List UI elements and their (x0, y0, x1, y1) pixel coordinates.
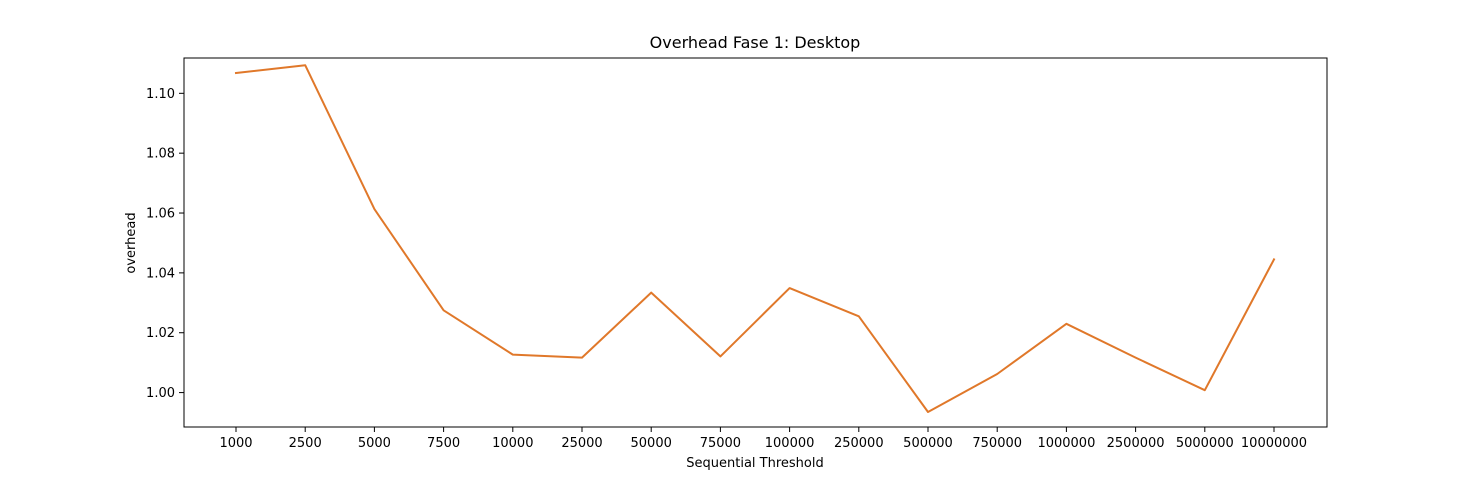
plot-background (184, 58, 1327, 427)
series-line (234, 64, 1276, 413)
chart-title: Overhead Fase 1: Desktop (650, 33, 861, 52)
x-tick-label: 25000 (561, 436, 602, 451)
x-tick-label: 2500 (289, 436, 322, 451)
y-tick-label: 1.10 (146, 87, 175, 102)
x-axis-label: Sequential Threshold (686, 456, 823, 471)
x-tick-label: 2500000 (1107, 436, 1165, 451)
x-tick-label: 750000 (972, 436, 1022, 451)
x-tick-label: 5000000 (1176, 436, 1234, 451)
x-tick-label: 7500 (427, 436, 460, 451)
y-tick-label: 1.04 (146, 266, 175, 281)
x-tick-label: 5000 (358, 436, 391, 451)
series-layer (234, 64, 1276, 413)
plot-frame (183, 57, 1328, 428)
x-tick-label: 1000000 (1037, 436, 1095, 451)
x-axis: 1000 2500 5000 7500 10000 25000 50000 75000 1000… (219, 427, 1307, 451)
x-tick-label: 100000 (765, 436, 815, 451)
y-tick-label: 1.06 (146, 207, 175, 222)
x-tick-label: 500000 (903, 436, 953, 451)
x-tick-label: 250000 (834, 436, 884, 451)
y-tick-label: 1.00 (146, 386, 175, 401)
y-tick-label: 1.02 (146, 326, 175, 341)
y-axis: 1.00 1.02 1.04 1.06 1.08 1.10 (146, 87, 184, 401)
x-tick-label: 50000 (631, 436, 672, 451)
x-tick-label: 75000 (700, 436, 741, 451)
plot-area (183, 57, 1328, 428)
x-tick-label: 10000000 (1241, 436, 1307, 451)
x-tick-label: 1000 (219, 436, 252, 451)
x-tick-label: 10000 (492, 436, 533, 451)
y-axis-label: overhead (124, 212, 139, 273)
y-tick-label: 1.08 (146, 147, 175, 162)
